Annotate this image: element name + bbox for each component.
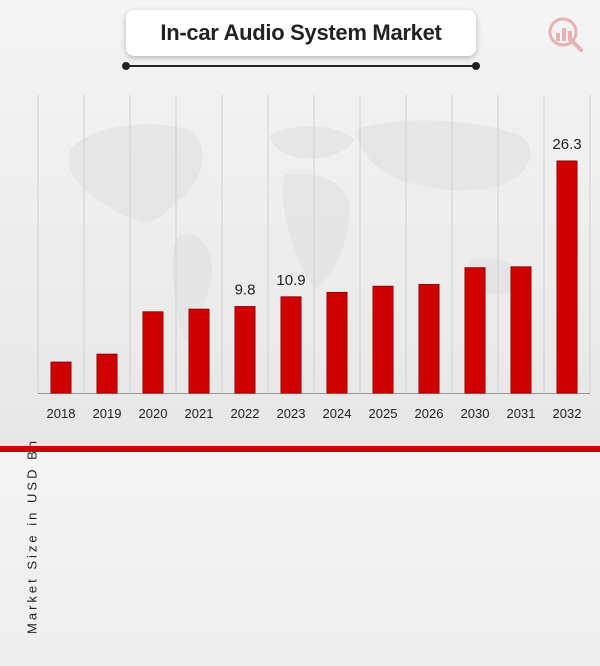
bar-2025 bbox=[372, 285, 394, 394]
bar-2032 bbox=[556, 160, 578, 394]
data-label-2022: 9.8 bbox=[235, 282, 256, 299]
bar-2022 bbox=[234, 306, 256, 394]
x-tick-label-2030: 2030 bbox=[461, 406, 490, 421]
bar-2020 bbox=[142, 311, 164, 394]
data-labels-group: 9.8 10.9 26.3 bbox=[235, 136, 582, 299]
market-research-logo-icon bbox=[548, 17, 583, 52]
x-tick-label-2032: 2032 bbox=[553, 406, 582, 421]
bar-chart: 9.8 10.9 26.3 2018 2019 2020 2021 2022 2023 2024… bbox=[37, 95, 591, 421]
bar-2021 bbox=[188, 308, 210, 394]
x-tick-labels-group: 2018 2019 2020 2021 2022 2023 2024 2025 2026 2030… bbox=[47, 406, 582, 421]
x-tick-label-2020: 2020 bbox=[139, 406, 168, 421]
chart-title: In-car Audio System Market bbox=[160, 20, 442, 45]
x-tick-label-2019: 2019 bbox=[93, 406, 122, 421]
x-tick-label-2026: 2026 bbox=[415, 406, 444, 421]
grid-lines bbox=[37, 95, 591, 394]
data-label-2023: 10.9 bbox=[276, 272, 305, 289]
bar-2031 bbox=[510, 266, 532, 394]
bar-2019 bbox=[96, 353, 118, 394]
x-tick-label-2018: 2018 bbox=[47, 406, 76, 421]
bar-2024 bbox=[326, 291, 348, 394]
bar-2023 bbox=[280, 296, 302, 394]
title-rule-right-dot bbox=[472, 62, 480, 70]
title-rule bbox=[126, 65, 476, 67]
bars-group bbox=[50, 160, 578, 394]
x-tick-label-2031: 2031 bbox=[507, 406, 536, 421]
x-tick-label-2025: 2025 bbox=[369, 406, 398, 421]
bar-2018 bbox=[50, 361, 72, 394]
x-tick-label-2021: 2021 bbox=[185, 406, 214, 421]
world-map-background bbox=[68, 120, 531, 340]
bottom-accent-bar bbox=[0, 446, 600, 452]
x-tick-label-2023: 2023 bbox=[277, 406, 306, 421]
x-tick-label-2022: 2022 bbox=[231, 406, 260, 421]
data-label-2032: 26.3 bbox=[552, 136, 581, 153]
x-tick-label-2024: 2024 bbox=[323, 406, 352, 421]
bar-2026 bbox=[418, 283, 440, 394]
bar-2030 bbox=[464, 267, 486, 394]
chart-title-box: In-car Audio System Market bbox=[126, 10, 476, 56]
